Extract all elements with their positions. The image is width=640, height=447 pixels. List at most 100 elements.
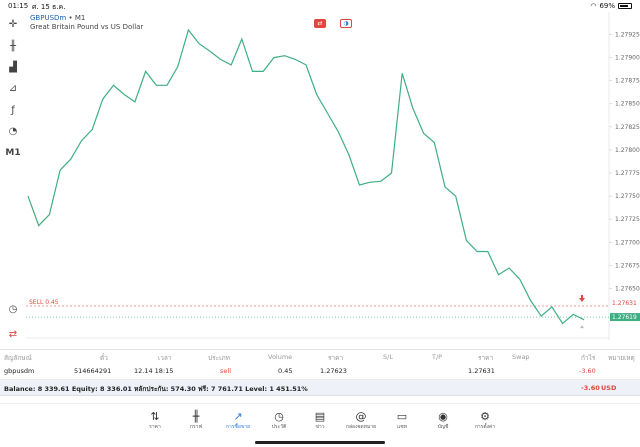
column-header[interactable]: หมายเหตุ [608,354,635,362]
y-tick-label: 1.27700 [615,239,640,246]
sell-arrow-icon [579,297,585,302]
nav-item[interactable]: ⚙ การตั้งค่า [465,410,505,431]
nav-item-label: กล่องจดหมาย [345,424,377,430]
chart-toolbar: ✛ ╫ ▟ ⊿ ƒ ◔ M1 ◷ ⇄ [0,14,26,349]
chart-type-icon[interactable]: ╫ [9,40,17,52]
status-right: ◠ 69% [590,2,632,10]
column-header[interactable]: ประเภท [208,354,230,362]
nav-item-label: ข่าว [315,424,325,430]
time-chart-icon[interactable]: ◷ [8,303,18,315]
y-tick-label: 1.27725 [615,216,640,223]
position-profit: -3.60 [579,367,596,375]
column-header[interactable]: ราคา [478,354,494,362]
y-tick-label: 1.27875 [615,78,640,85]
status-date: ศ. 15 ธ.ค. [32,3,66,11]
column-header[interactable]: S/L [383,353,393,361]
order-price-tag: 1.27631 [612,300,637,307]
balance-summary: Balance: 8 339.61 Equity: 8 336.01 หลักป… [4,385,308,393]
timeframe-button[interactable]: M1 [5,148,21,158]
nav-item-label: บัญชี [437,424,449,430]
nav-item-label: ประวัติ [271,424,287,430]
shapes-icon[interactable]: ◔ [8,125,18,137]
wifi-icon: ◠ [590,2,597,10]
battery-label: 69% [599,2,615,10]
y-tick-label: 1.27825 [615,124,640,131]
nav-item[interactable]: ◉ บัญชี [423,410,463,431]
balance-bar: Balance: 8 339.61 Equity: 8 336.01 หลักป… [0,380,640,396]
nav-item[interactable]: ▤ ข่าว [300,410,340,431]
column-header[interactable]: เวลา [158,354,172,362]
symbol-timeframe: M1 [74,14,86,22]
symbol-name: GBPUSDm [30,14,67,22]
table-row[interactable]: gbpusdm 514664291 12.14 18:15 sell 0.45 … [0,364,640,380]
chart-icon: ╫ [192,410,200,423]
news-icon: ▤ [314,410,326,423]
nav-item[interactable]: ╫ กราฟ [176,410,216,431]
time-marker-icon [580,325,584,329]
position-volume: 0.45 [278,367,293,375]
symbol-description: Great Britain Pound vs US Dollar [30,23,144,31]
bottom-navigation: ⇅ ราคา ╫ กราฟ ↗ การซื้อขาย ◷ ประวัติ ▤ ข่าว @ กล่อง… [0,403,640,447]
quotes-icon: ⇅ [150,410,160,423]
nav-item[interactable]: ⇅ ราคา [135,410,175,431]
crosshair-icon[interactable]: ✛ [8,18,18,30]
sell-arrow-stem [581,294,583,298]
position-price: 1.27631 [468,367,495,375]
nav-item-label: การตั้งค่า [474,424,496,430]
balance-currency: USD [601,384,617,392]
balance-profit: -3.60 [581,384,600,392]
y-tick-label: 1.27800 [615,147,640,154]
column-header[interactable]: T/P [432,353,443,361]
trade-icon: ↗ [233,410,243,423]
function-icon[interactable]: ƒ [11,104,15,116]
y-tick-label: 1.27675 [615,262,640,269]
current-price-tag: 1.27619 [612,314,637,321]
nav-item-label: กราฟ [189,424,203,430]
position-type: sell [220,367,231,375]
column-header[interactable]: Swap [512,353,530,361]
nav-item[interactable]: @ กล่องจดหมาย [341,410,381,431]
position-ticket: 514664291 [74,367,112,375]
position-time: 12.14 18:15 [134,367,174,375]
column-header[interactable]: ตั๋ว [100,354,108,362]
y-tick-label: 1.27900 [615,55,640,62]
price-chart[interactable]: 1.27925 1.27900 1.27875 1.27850 1.27825 1.278… [26,12,640,340]
nav-item-label: การซื้อขาย [225,424,251,430]
nav-item[interactable]: ↗ การซื้อขาย [218,410,258,431]
nav-item-label: ราคา [149,424,161,430]
objects-icon[interactable]: ⊿ [8,82,18,94]
signal-badge-icon[interactable]: ◑ [340,19,352,28]
y-tick-label: 1.27650 [615,285,640,292]
status-bar: 01:15 ศ. 15 ธ.ค. ◠ 69% [0,0,640,12]
trade-badge-icon[interactable]: ⇄ [314,19,326,28]
mailbox-icon: @ [355,410,367,423]
price-series-line [27,28,585,325]
symbol-info: GBPUSDm • M1 Great Britain Pound vs US D… [30,14,144,31]
home-indicator [255,441,385,444]
position-open-price: 1.27623 [320,367,347,375]
y-tick-label: 1.27925 [615,31,640,38]
y-tick-label: 1.27850 [615,101,640,108]
one-click-trading-icon[interactable]: ⇄ [8,328,18,340]
trade-table-header: สัญลักษณ์ ตั๋ว เวลา ประเภท Volume ราคา S/L T/P ร… [0,349,640,363]
y-tick-label: 1.27750 [615,193,640,200]
nav-item[interactable]: ◷ ประวัติ [259,410,299,431]
column-header[interactable]: สัญลักษณ์ [4,354,32,362]
column-header[interactable]: ราคา [328,354,344,362]
status-time: 01:15 [8,2,29,10]
trade-markers [579,294,585,329]
nav-item[interactable]: ▭ แชท [382,410,422,431]
column-header[interactable]: Volume [268,353,293,361]
position-symbol: gbpusdm [4,367,35,375]
settings-icon: ⚙ [480,410,490,423]
column-header[interactable]: กำไร [581,354,596,362]
y-tick-label: 1.27775 [615,170,640,177]
chat-icon: ▭ [396,410,408,423]
price-axis: 1.27925 1.27900 1.27875 1.27850 1.27825 1.278… [609,31,640,292]
current-price-tag-bg [610,313,640,322]
account-icon: ◉ [438,410,448,423]
battery-icon [618,3,632,9]
price-tags: 1.27631 1.27619 [610,300,640,322]
indicators-icon[interactable]: ▟ [9,61,17,73]
order-label[interactable]: SELL 0.45 [29,299,59,306]
